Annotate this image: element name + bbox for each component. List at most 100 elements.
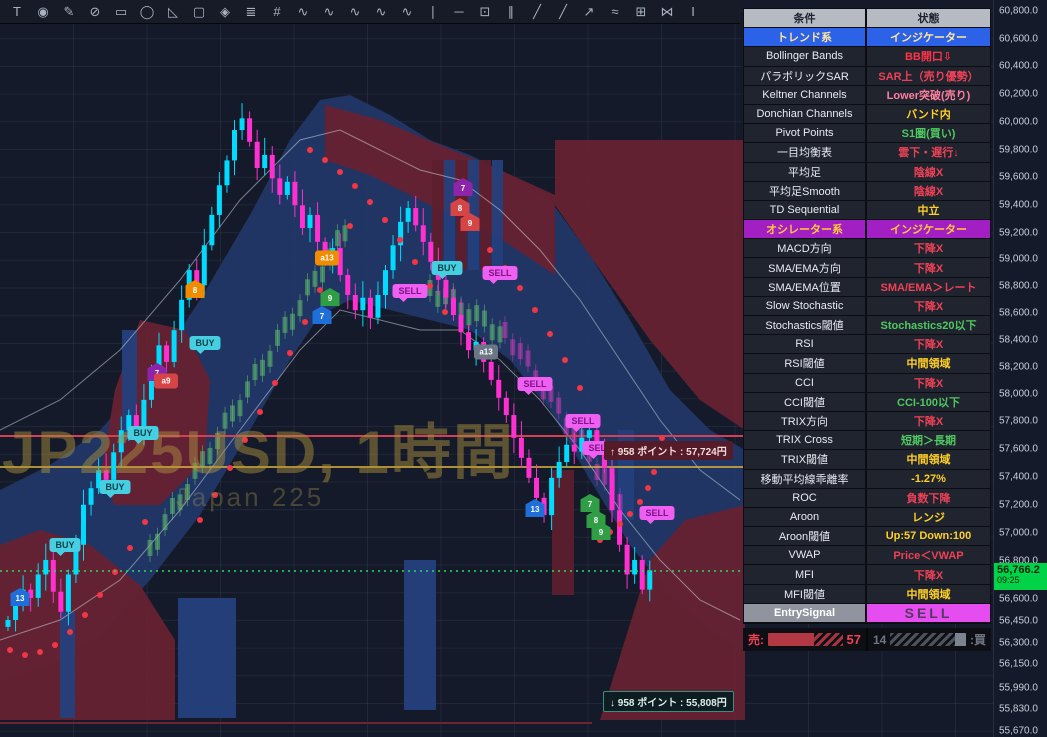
indicator-status: Lower突破(売り) xyxy=(886,89,971,102)
indicator-status: 中立 xyxy=(917,204,940,217)
vertical-line-tool[interactable]: ∣ xyxy=(429,3,437,19)
triangle-tool[interactable]: ◺ xyxy=(168,3,178,19)
indicator-status: BB開口⇩ xyxy=(904,51,953,64)
measure-label-upper: ↑ 958 ポイント : 57,724円 xyxy=(604,441,733,460)
indicator-condition: VWAP xyxy=(744,546,867,565)
price-axis-label: 57,200.0 xyxy=(999,499,1038,511)
indicator-row: MFI 下降X xyxy=(744,565,990,585)
brush-tool[interactable]: ✎ xyxy=(63,3,75,19)
indicator-status: CCI-100以下 xyxy=(897,396,960,409)
price-axis[interactable]: 56,766.2 09:25 60,800.0 60,600.0 60,400.0 6… xyxy=(993,0,1047,737)
indicator-condition: RSI xyxy=(744,335,867,354)
indicator-condition: ROC xyxy=(744,488,867,507)
indicator-condition: トレンド系 xyxy=(744,28,867,47)
current-price-time: 09:25 xyxy=(997,575,1020,586)
price-axis-label: 58,200.0 xyxy=(999,361,1038,373)
price-axis-label: 59,800.0 xyxy=(999,144,1038,156)
price-range-tool[interactable]: I xyxy=(691,4,695,19)
indicator-status: バンド内 xyxy=(906,109,951,122)
wz-pattern-tool[interactable]: ∿ xyxy=(401,3,413,19)
sell-count-bar xyxy=(768,633,843,646)
abc-pattern-tool[interactable]: ∿ xyxy=(323,3,335,19)
callout-tool[interactable]: ▭ xyxy=(114,3,128,19)
panel-header-status: 状態 xyxy=(867,9,990,28)
price-axis-label: 59,600.0 xyxy=(999,171,1038,183)
td-sequential-badge: a9 xyxy=(154,373,178,389)
sell-signal-tag: SELL xyxy=(565,414,601,432)
ellipse-tool[interactable]: ◯ xyxy=(139,3,155,19)
price-axis-label: 60,000.0 xyxy=(999,116,1038,128)
parallel-lines-tool[interactable]: ∥ xyxy=(507,3,515,19)
indicator-status: SELL xyxy=(867,603,990,622)
grid-tool[interactable]: ⊞ xyxy=(635,3,647,19)
price-axis-label: 57,600.0 xyxy=(999,443,1038,455)
parallel-channel-tool[interactable]: ≣ xyxy=(245,3,257,19)
xy-pattern-tool[interactable]: ∿ xyxy=(375,3,387,19)
indicator-status: 下降X xyxy=(913,262,944,275)
price-axis-label: 60,400.0 xyxy=(999,60,1038,72)
price-axis-label: 58,400.0 xyxy=(999,334,1038,346)
text-tool[interactable]: T xyxy=(13,4,21,19)
indicator-row: TRIX閾値 中間領域 xyxy=(744,450,990,470)
panel-header-row: 条件 状態 xyxy=(744,9,990,29)
indicator-row: TRIX方向 下降X xyxy=(744,411,990,432)
indicator-status: 陰線X xyxy=(913,185,944,198)
indicator-condition: オシレーター系 xyxy=(744,220,867,239)
td-sequential-badge: 8 xyxy=(450,198,470,216)
x-pattern-tool[interactable]: ⋈ xyxy=(660,3,674,19)
abcd-pattern-tool[interactable]: ∿ xyxy=(349,3,361,19)
price-axis-label: 56,450.0 xyxy=(999,615,1038,627)
band-cloud-layer xyxy=(0,95,745,720)
indicator-status: 雲下・遅行↓ xyxy=(898,147,959,160)
price-axis-label: 59,400.0 xyxy=(999,199,1038,211)
indicator-condition: パラボリックSAR xyxy=(744,66,867,85)
price-note-tool[interactable]: ⊡ xyxy=(479,3,491,19)
rotated-rectangle-tool[interactable]: ◈ xyxy=(220,3,230,19)
indicator-condition: Keltner Channels xyxy=(744,85,867,104)
price-axis-label: 60,800.0 xyxy=(999,5,1038,17)
price-axis-label: 60,200.0 xyxy=(999,88,1038,100)
price-axis-label: 56,150.0 xyxy=(999,658,1038,670)
rectangle-tool[interactable]: ▢ xyxy=(192,3,206,19)
indicator-row: 平均足Smooth 陰線X xyxy=(744,181,990,201)
signal-count-strip: 売: 57 14 :買 xyxy=(743,628,991,651)
indicator-status: 陰線X xyxy=(913,166,944,179)
buy-count-bar xyxy=(890,633,966,646)
measure-label-lower: ↓ 958 ポイント : 55,808円 xyxy=(603,691,734,712)
indicator-row: RSI閾値 中間領域 xyxy=(744,354,990,374)
arrow-tool[interactable]: ↗ xyxy=(583,3,595,19)
price-axis-label: 58,800.0 xyxy=(999,280,1038,292)
pitchfork-tool[interactable]: # xyxy=(273,4,281,19)
anchor-pin-tool[interactable]: ◉ xyxy=(37,3,49,19)
indicator-row: SMA/EMA位置 SMA/EMA＞レート xyxy=(744,277,990,297)
current-price-tag: 56,766.2 09:25 xyxy=(994,563,1047,590)
buy-count-cell: 14 :買 xyxy=(868,628,991,651)
indicator-row: Aroon閾値 Up:57 Down:100 xyxy=(744,527,990,547)
trend-line-tool[interactable]: ╱ xyxy=(533,3,541,19)
sell-count: 57 xyxy=(846,632,861,647)
horizontal-line-tool[interactable]: ─ xyxy=(454,4,464,19)
price-axis-label: 56,800.0 xyxy=(999,555,1038,567)
indicator-condition: MFI xyxy=(744,565,867,584)
indicator-status: SAR上（売り優勢） xyxy=(878,70,979,83)
indicator-status: S1圏(買い) xyxy=(901,128,956,141)
eraser-tool[interactable]: ⊘ xyxy=(89,3,101,19)
zigzag-tool[interactable]: ≈ xyxy=(611,4,619,19)
indicator-row: TD Sequential 中立 xyxy=(744,200,990,221)
indicator-status: 下降X xyxy=(913,300,944,313)
price-axis-label: 55,990.0 xyxy=(999,682,1038,694)
sell-signal-tag: SELL xyxy=(482,266,518,284)
xabcd-pattern-tool[interactable]: ∿ xyxy=(297,3,309,19)
indicator-condition: Donchian Channels xyxy=(744,104,867,124)
price-axis-label: 57,800.0 xyxy=(999,415,1038,427)
indicator-condition: 平均足 xyxy=(744,162,867,181)
indicator-row: RSI 下降X xyxy=(744,335,990,355)
indicator-row: 移動平均線乖離率 -1.27% xyxy=(744,469,990,489)
ray-tool[interactable]: ╱ xyxy=(559,3,567,19)
buy-count: 14 xyxy=(873,632,887,647)
indicator-condition: MFI閾値 xyxy=(744,584,867,603)
indicator-row: MFI閾値 中間領域 xyxy=(744,584,990,604)
indicator-row: 平均足 陰線X xyxy=(744,162,990,182)
indicator-status: 中間領域 xyxy=(906,358,951,371)
price-axis-label: 60,600.0 xyxy=(999,33,1038,45)
